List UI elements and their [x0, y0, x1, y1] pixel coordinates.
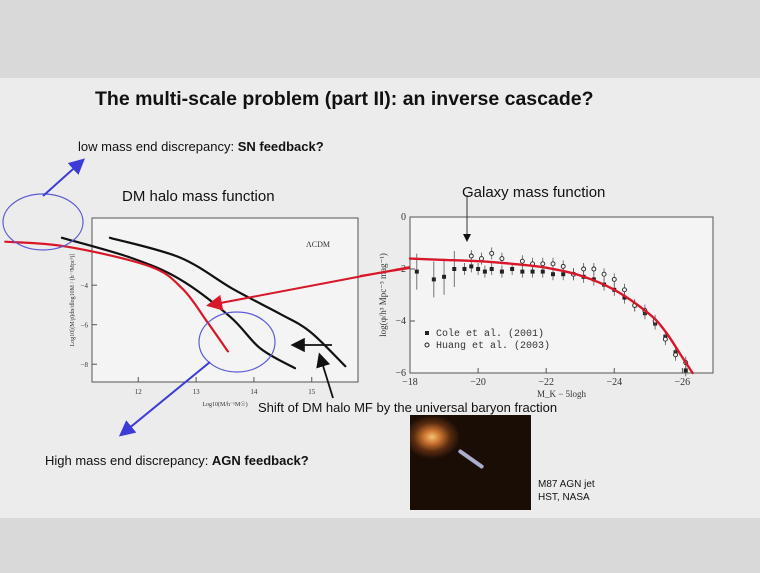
legend-entry: Cole et al. (2001): [436, 328, 544, 340]
high-mass-note-prefix: High mass end discrepancy:: [45, 453, 212, 468]
cole-data-point: [530, 269, 535, 274]
halo-mf-curve: [60, 236, 297, 370]
low-mass-note: low mass end discrepancy: SN feedback?: [78, 139, 324, 154]
cole-data-point: [622, 295, 627, 300]
legend-marker-open: [424, 342, 430, 348]
huang-data-point: [622, 287, 627, 293]
cole-data-point: [476, 267, 481, 271]
huang-data-point: [489, 250, 495, 256]
galaxy-fit-curve: [408, 257, 694, 375]
x-axis-label: M_K − 5logh: [537, 389, 587, 399]
x-tick-label: 15: [308, 388, 316, 396]
huang-data-point: [540, 261, 546, 267]
huang-data-point: [673, 352, 679, 358]
y-axis-label: log(φ/h³ Mpc⁻³ mag⁻¹): [378, 253, 388, 337]
y-tick-label: −8: [81, 361, 89, 369]
cole-data-point: [550, 272, 555, 277]
huang-data-point: [601, 271, 607, 277]
halo-mf-curve: [108, 236, 347, 368]
huang-data-point: [611, 276, 617, 282]
y-tick-label: −6: [395, 368, 406, 379]
cole-data-point: [431, 277, 436, 282]
cole-data-point: [561, 272, 566, 277]
x-tick-label: 12: [135, 388, 143, 396]
cole-data-point: [462, 267, 467, 271]
plot-frame: [409, 216, 714, 374]
low-mass-circle: [2, 193, 84, 251]
cole-data-point: [499, 269, 504, 274]
huang-data-point: [499, 256, 505, 262]
cole-data-point: [482, 269, 487, 274]
high-mass-note: High mass end discrepancy: AGN feedback?: [45, 453, 309, 468]
cole-data-point: [442, 274, 447, 279]
x-axis-label: Log10(M/h⁻¹M☉): [202, 401, 247, 408]
huang-data-point: [479, 256, 484, 262]
x-tick-label: −20: [470, 377, 486, 388]
cole-data-point: [510, 267, 515, 271]
huang-data-point: [591, 266, 597, 272]
legend-entry: Huang et al. (2003): [436, 340, 550, 352]
cole-data-point: [540, 269, 545, 274]
cole-data-point: [520, 269, 525, 274]
cole-data-point: [683, 368, 688, 373]
huang-data-point: [662, 336, 668, 342]
low-mass-note-prefix: low mass end discrepancy:: [78, 139, 238, 154]
red-arrow: [206, 266, 411, 311]
huang-data-point: [468, 253, 474, 259]
x-tick-label: −26: [675, 377, 691, 388]
y-tick-label: −4: [81, 282, 89, 290]
huang-data-point: [519, 258, 525, 264]
photo-caption-1: M87 AGN jet: [538, 479, 595, 490]
x-tick-label: 13: [193, 388, 201, 396]
cole-data-point: [452, 267, 457, 271]
y-tick-label: −6: [81, 322, 89, 330]
cole-data-point: [414, 269, 419, 274]
huang-data-point: [560, 263, 566, 269]
shift-note: Shift of DM halo MF by the universal bar…: [258, 400, 558, 415]
cole-data-point: [469, 264, 474, 269]
y-tick-label: −4: [395, 316, 406, 327]
x-tick-label: 14: [250, 388, 258, 396]
x-tick-label: −18: [402, 377, 418, 388]
y-axis-label: Log10[(M/ρ̄)dn/dlog10M / (h⁻³Mpc³)]: [69, 254, 76, 347]
high-mass-circle: [198, 311, 276, 373]
pointer-arrow: [316, 352, 334, 399]
blue-arrow-down: [118, 361, 211, 437]
lcdm-annotation: ΛCDM: [306, 240, 330, 249]
huang-data-point: [550, 261, 556, 267]
low-mass-note-bold: SN feedback?: [237, 139, 324, 154]
m87-jet-photo: [410, 415, 531, 510]
dm-chart-title: DM halo mass function: [122, 188, 275, 205]
x-tick-label: −22: [538, 377, 554, 388]
slide-title: The multi-scale problem (part II): an in…: [95, 88, 594, 110]
y-tick-label: 0: [401, 212, 406, 223]
cole-data-point: [489, 267, 494, 271]
photo-caption-2: HST, NASA: [538, 492, 590, 503]
high-mass-note-bold: AGN feedback?: [211, 453, 309, 468]
huang-data-point: [581, 266, 587, 272]
x-tick-label: −24: [606, 377, 622, 388]
legend-marker-filled: [425, 331, 429, 335]
blue-arrow-up: [42, 158, 85, 197]
galaxy-chart-title: Galaxy mass function: [462, 184, 606, 201]
